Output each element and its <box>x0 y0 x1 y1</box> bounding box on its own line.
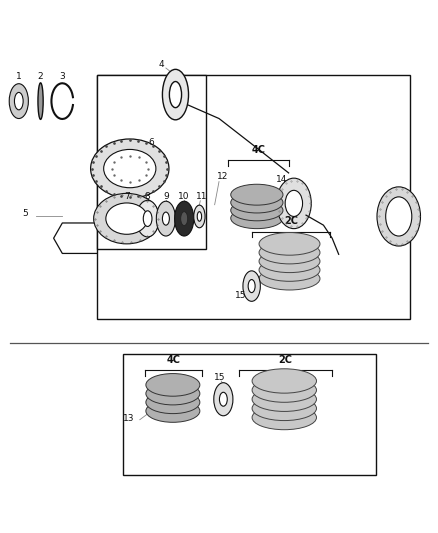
Ellipse shape <box>94 193 160 244</box>
Ellipse shape <box>162 69 188 120</box>
Ellipse shape <box>38 83 43 119</box>
Ellipse shape <box>91 139 169 198</box>
Ellipse shape <box>143 211 152 227</box>
Text: 3: 3 <box>60 72 65 82</box>
Bar <box>97 75 206 249</box>
Text: 7: 7 <box>124 192 130 201</box>
Ellipse shape <box>214 383 233 416</box>
Ellipse shape <box>252 387 317 411</box>
Text: 2C: 2C <box>279 355 293 365</box>
Ellipse shape <box>162 212 170 225</box>
Ellipse shape <box>146 382 200 405</box>
Ellipse shape <box>252 396 317 421</box>
Text: 9: 9 <box>163 192 169 201</box>
Ellipse shape <box>146 400 200 422</box>
Ellipse shape <box>259 268 320 290</box>
Text: 11: 11 <box>196 192 207 201</box>
Ellipse shape <box>175 201 194 236</box>
Text: 10: 10 <box>178 192 190 201</box>
Ellipse shape <box>14 92 23 110</box>
Ellipse shape <box>146 391 200 414</box>
Ellipse shape <box>248 279 255 293</box>
Ellipse shape <box>259 259 320 281</box>
Ellipse shape <box>243 271 260 301</box>
Text: 4C: 4C <box>251 144 265 155</box>
Ellipse shape <box>285 190 303 216</box>
Text: 14: 14 <box>276 175 288 184</box>
Ellipse shape <box>252 369 317 393</box>
Ellipse shape <box>259 250 320 272</box>
Text: 13: 13 <box>123 414 134 423</box>
Ellipse shape <box>136 200 159 237</box>
Text: 2: 2 <box>38 72 43 82</box>
Text: 1: 1 <box>16 72 21 82</box>
Bar <box>97 75 410 319</box>
Ellipse shape <box>259 241 320 264</box>
Text: 15: 15 <box>235 291 247 300</box>
Ellipse shape <box>231 192 283 213</box>
Ellipse shape <box>170 82 182 108</box>
Ellipse shape <box>219 392 227 406</box>
Text: 4C: 4C <box>167 355 181 365</box>
Ellipse shape <box>231 200 283 221</box>
Ellipse shape <box>231 208 283 229</box>
Text: 8: 8 <box>145 192 151 201</box>
Ellipse shape <box>194 205 205 228</box>
Ellipse shape <box>146 374 200 396</box>
Ellipse shape <box>377 187 420 246</box>
Ellipse shape <box>106 203 148 235</box>
Text: 6: 6 <box>148 138 155 147</box>
Ellipse shape <box>156 201 176 236</box>
Text: 2C: 2C <box>284 216 298 227</box>
Ellipse shape <box>276 178 311 229</box>
Text: 16: 16 <box>393 220 405 229</box>
Bar <box>123 353 376 475</box>
Ellipse shape <box>252 378 317 402</box>
Ellipse shape <box>231 184 283 205</box>
Ellipse shape <box>104 149 156 188</box>
Text: 5: 5 <box>22 209 28 219</box>
Ellipse shape <box>197 212 201 221</box>
Text: 15: 15 <box>214 373 226 382</box>
Ellipse shape <box>252 405 317 430</box>
Ellipse shape <box>386 197 412 236</box>
Ellipse shape <box>181 212 187 225</box>
Text: 4: 4 <box>159 60 164 69</box>
Text: 12: 12 <box>217 173 228 181</box>
Ellipse shape <box>9 84 28 118</box>
Ellipse shape <box>259 232 320 255</box>
